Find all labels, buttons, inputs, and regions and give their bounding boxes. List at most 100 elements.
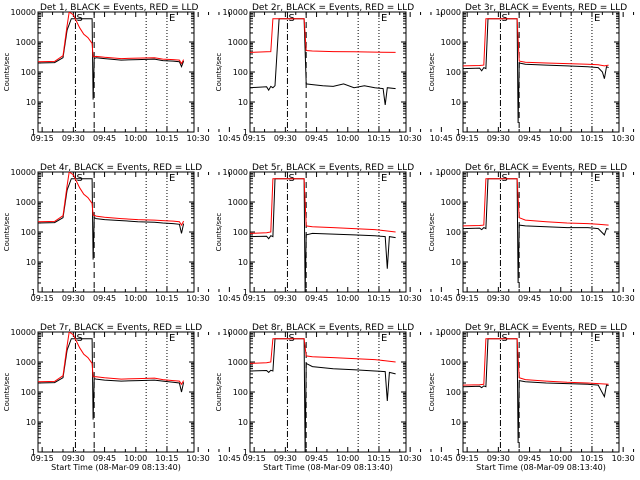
x-tick-label: 10:45: [430, 454, 453, 463]
y-tick-label: 10000: [223, 328, 248, 337]
y-tick-label: 1000: [441, 38, 461, 47]
y-tick-label: 10: [451, 258, 461, 267]
x-tick-label: 10:45: [430, 294, 453, 303]
marker-e: E: [594, 13, 600, 24]
y-axis-label: Counts/sec: [3, 213, 11, 252]
y-tick-label: 1000: [16, 38, 36, 47]
x-tick-label: 09:45: [93, 294, 116, 303]
series-lld-line: [250, 178, 396, 234]
panel-det-9: Det 9r, BLACK = Events, RED = LLD Counts/…: [428, 323, 635, 472]
x-tick-label: 10:30: [399, 454, 422, 463]
y-tick-label: 100: [233, 388, 248, 397]
plot-frame: [462, 331, 620, 453]
x-tick-label: 10:45: [218, 134, 241, 143]
panel-det-4: Det 4r, BLACK = Events, RED = LLD Counts/…: [3, 163, 241, 303]
series-lld-line: [463, 178, 609, 227]
y-tick-label: 100: [21, 388, 36, 397]
plot-frame: [249, 331, 407, 453]
x-tick-label: 09:30: [62, 294, 85, 303]
y-tick-label: 10000: [436, 8, 461, 17]
x-tick-label: 10:00: [549, 294, 572, 303]
x-tick-label: 09:30: [62, 134, 85, 143]
x-tick-label: 09:15: [456, 134, 479, 143]
y-tick-label: 100: [21, 228, 36, 237]
x-tick-label: 10:15: [155, 454, 178, 463]
series-lld-line: [250, 18, 396, 53]
x-tick-label: 10:15: [580, 454, 603, 463]
y-tick-label: 1: [31, 128, 36, 137]
panel-det-5: Det 5r, BLACK = Events, RED = LLD Counts/…: [215, 163, 453, 303]
marker-e: E: [594, 173, 600, 184]
x-tick-label: 10:45: [218, 294, 241, 303]
panel-det-8: Det 8r, BLACK = Events, RED = LLD Counts/…: [215, 323, 453, 472]
x-axis-label: Start Time (08-Mar-09 08:13:40): [51, 463, 181, 472]
y-tick-label: 10: [238, 98, 248, 107]
panel-det-1: Det 1, BLACK = Events, RED = LLD Counts/s…: [3, 3, 241, 143]
x-tick-label: 09:15: [243, 134, 266, 143]
panel-title: Det 5r, BLACK = Events, RED = LLD: [252, 163, 414, 173]
y-tick-label: 100: [233, 68, 248, 77]
x-tick-label: 09:15: [456, 454, 479, 463]
marker-e: E: [381, 173, 387, 184]
x-tick-label: 10:00: [124, 294, 147, 303]
y-tick-label: 10000: [11, 168, 36, 177]
x-tick-label: 09:45: [305, 294, 328, 303]
marker-e: E: [381, 13, 387, 24]
x-tick-label: 10:30: [612, 294, 635, 303]
x-tick-label: 09:30: [487, 294, 510, 303]
panel-title: Det 8r, BLACK = Events, RED = LLD: [252, 323, 414, 333]
y-tick-label: 1000: [228, 38, 248, 47]
y-tick-label: 10000: [11, 8, 36, 17]
panel-title: Det 2r, BLACK = Events, RED = LLD: [252, 3, 414, 13]
x-tick-label: 10:15: [155, 294, 178, 303]
y-tick-label: 100: [21, 68, 36, 77]
y-tick-label: 1: [243, 448, 248, 457]
x-tick-label: 10:00: [549, 134, 572, 143]
y-tick-label: 1: [456, 128, 461, 137]
y-tick-label: 100: [233, 228, 248, 237]
y-tick-label: 1000: [441, 358, 461, 367]
x-tick-label: 10:15: [367, 134, 390, 143]
x-tick-label: 10:00: [336, 294, 359, 303]
y-tick-label: 100: [446, 388, 461, 397]
x-tick-label: 09:15: [31, 454, 54, 463]
x-tick-label: 10:15: [155, 134, 178, 143]
x-tick-label: 09:15: [243, 294, 266, 303]
y-tick-label: 10000: [436, 168, 461, 177]
marker-e: E: [169, 173, 175, 184]
y-tick-label: 1: [243, 288, 248, 297]
plot-frame: [249, 11, 407, 133]
series-lld-line: [38, 172, 185, 227]
x-tick-label: 09:15: [456, 294, 479, 303]
y-tick-label: 10: [26, 258, 36, 267]
plot-frame: [462, 11, 620, 133]
y-tick-label: 10: [26, 418, 36, 427]
x-tick-label: 10:45: [218, 454, 241, 463]
y-axis-label: Counts/sec: [3, 53, 11, 92]
x-tick-label: 10:30: [612, 134, 635, 143]
plot-frame: [37, 331, 195, 453]
series-events-line: [38, 178, 185, 260]
panel-title: Det 7r, BLACK = Events, RED = LLD: [40, 323, 202, 333]
y-tick-label: 10000: [223, 168, 248, 177]
x-tick-label: 10:30: [187, 294, 210, 303]
x-tick-label: 09:15: [31, 294, 54, 303]
marker-e: E: [169, 333, 175, 344]
series-events-line: [38, 18, 185, 100]
panel-det-2: Det 2r, BLACK = Events, RED = LLD Counts/…: [215, 3, 453, 143]
x-tick-label: 09:45: [305, 454, 328, 463]
x-tick-label: 10:30: [187, 454, 210, 463]
y-tick-label: 10000: [223, 8, 248, 17]
series-lld-line: [38, 12, 185, 65]
x-tick-label: 10:30: [399, 134, 422, 143]
marker-e: E: [381, 333, 387, 344]
plot-frame: [37, 11, 195, 133]
x-tick-label: 09:30: [274, 454, 297, 463]
panel-title: Det 4r, BLACK = Events, RED = LLD: [40, 163, 202, 173]
y-axis-label: Counts/sec: [215, 53, 223, 92]
series-lld-line: [463, 338, 609, 386]
series-lld-line: [250, 338, 396, 364]
y-tick-label: 10: [26, 98, 36, 107]
